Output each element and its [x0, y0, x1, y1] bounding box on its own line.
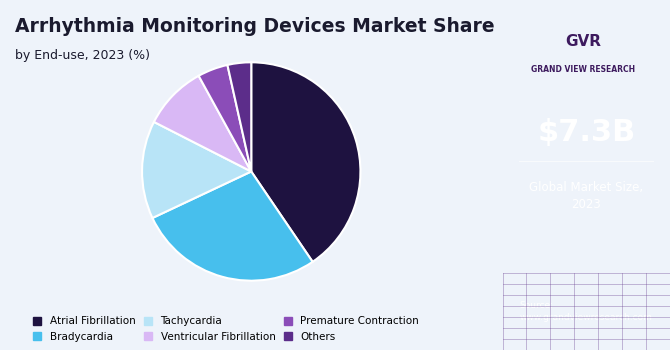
Legend: Atrial Fibrillation, Bradycardia, Tachycardia, Ventricular Fibrillation, Prematu: Atrial Fibrillation, Bradycardia, Tachyc… [30, 313, 422, 345]
Wedge shape [227, 62, 251, 172]
Wedge shape [153, 172, 313, 281]
Text: $7.3B: $7.3B [537, 119, 635, 147]
Wedge shape [154, 76, 251, 172]
Text: by End-use, 2023 (%): by End-use, 2023 (%) [15, 49, 150, 62]
Text: Source:
www.grandviewresearch.com: Source: www.grandviewresearch.com [519, 301, 652, 322]
Wedge shape [142, 122, 251, 218]
Wedge shape [251, 62, 360, 262]
Text: Arrhythmia Monitoring Devices Market Share: Arrhythmia Monitoring Devices Market Sha… [15, 18, 494, 36]
Text: GRAND VIEW RESEARCH: GRAND VIEW RESEARCH [531, 65, 635, 75]
Text: GVR: GVR [565, 35, 601, 49]
Wedge shape [198, 65, 251, 172]
Text: Global Market Size,
2023: Global Market Size, 2023 [529, 181, 643, 211]
